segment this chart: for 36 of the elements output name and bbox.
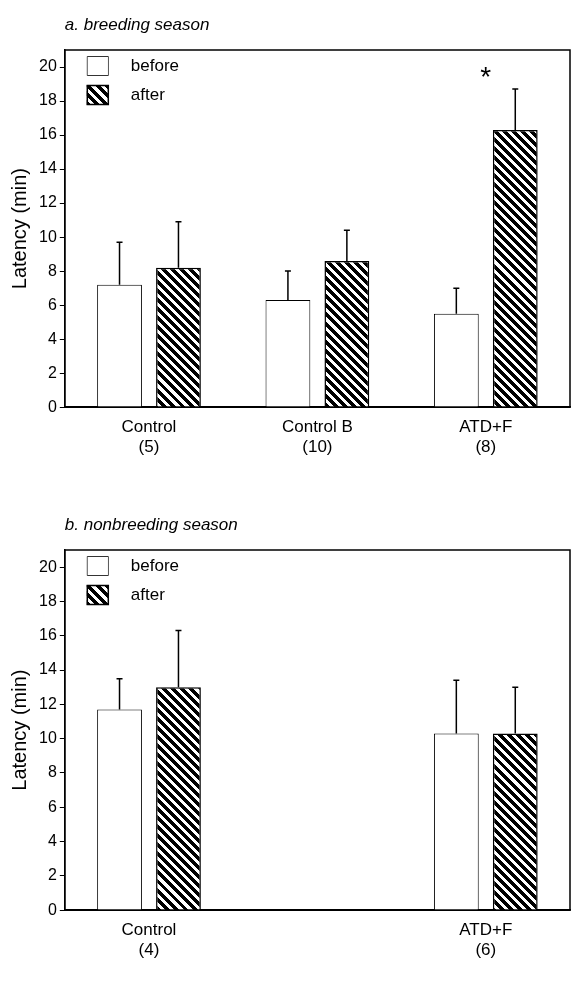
legend-label: before [130, 555, 179, 575]
chart-title: b. nonbreeding season [64, 515, 238, 534]
y-tick-label: 0 [47, 900, 57, 918]
y-tick-label: 16 [39, 125, 57, 143]
y-tick-label: 6 [47, 797, 57, 815]
legend-label: after [130, 584, 166, 604]
y-tick-label: 20 [39, 57, 57, 75]
annotation: * [480, 60, 492, 92]
y-tick-label: 16 [39, 626, 57, 644]
y-axis-title: Latency (min) [7, 669, 30, 791]
y-tick-label: 10 [39, 227, 57, 245]
y-tick-label: 14 [39, 159, 57, 177]
y-tick-label: 2 [47, 866, 57, 884]
y-tick-label: 20 [39, 557, 57, 575]
y-tick-label: 10 [39, 729, 57, 747]
y-tick-label: 12 [39, 193, 57, 211]
chart-title: a. breeding season [64, 15, 210, 34]
y-tick-label: 0 [47, 397, 57, 415]
x-tick-label: ATD+F (6) [459, 920, 513, 960]
y-tick-label: 14 [39, 660, 57, 678]
y-axis-title: Latency (min) [7, 168, 30, 290]
y-tick-label: 18 [39, 91, 57, 109]
y-tick-label: 18 [39, 591, 57, 609]
y-tick-label: 8 [47, 763, 57, 781]
x-tick-label: Control B (10) [281, 417, 353, 457]
x-tick-label: Control (4) [121, 920, 177, 960]
y-tick-label: 4 [47, 832, 57, 849]
y-tick-label: 12 [39, 694, 57, 712]
y-tick-label: 2 [47, 363, 57, 381]
x-tick-label: ATD+F (8) [459, 417, 513, 457]
legend-label: before [130, 55, 179, 75]
y-tick-label: 8 [47, 261, 57, 279]
legend-label: after [130, 84, 166, 104]
x-tick-label: Control (5) [121, 417, 177, 457]
y-tick-label: 4 [47, 329, 57, 347]
y-tick-label: 6 [47, 295, 57, 313]
